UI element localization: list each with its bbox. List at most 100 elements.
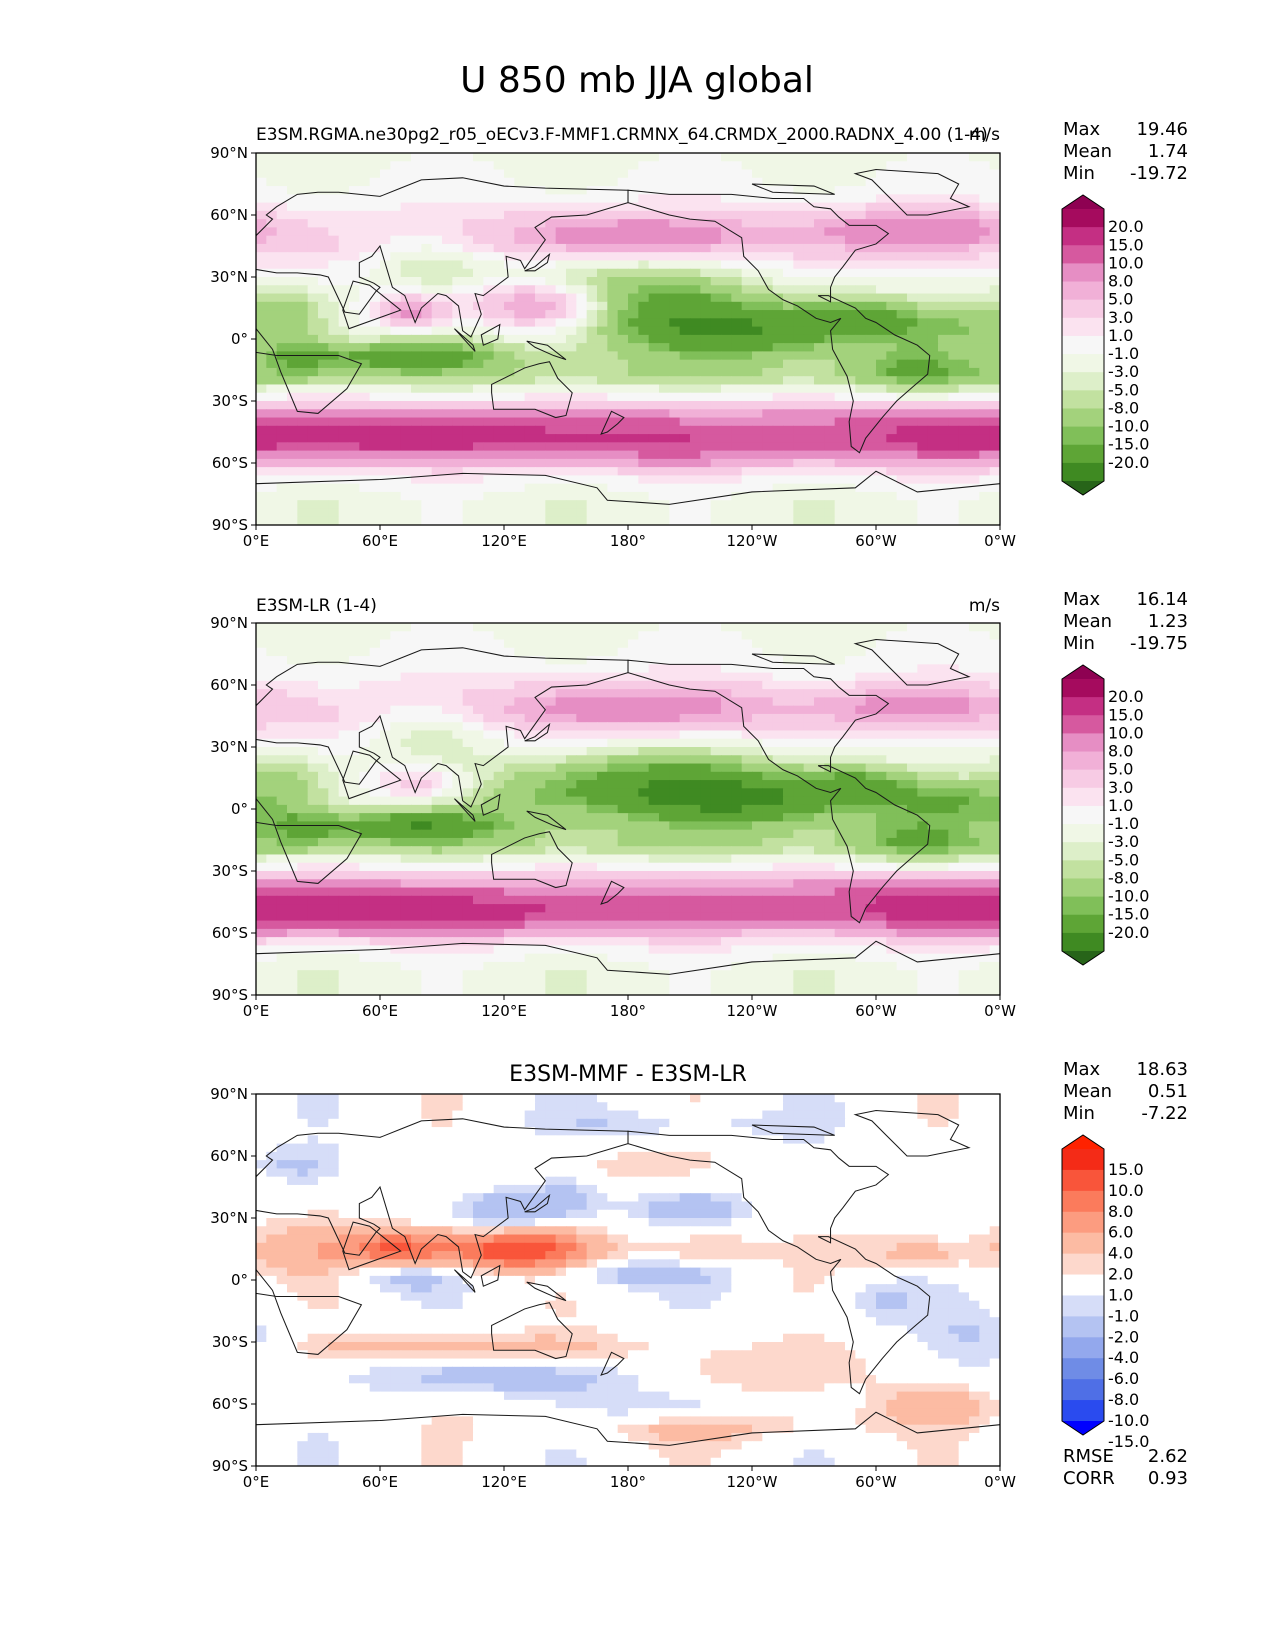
heatmap-cell bbox=[307, 780, 319, 789]
heatmap-cell bbox=[700, 161, 712, 171]
heatmap-cell bbox=[876, 268, 887, 278]
heatmap-cell bbox=[287, 689, 298, 698]
heatmap-cell bbox=[597, 672, 608, 682]
heatmap-cell bbox=[886, 326, 898, 336]
heatmap-cell bbox=[576, 755, 588, 765]
heatmap-cell bbox=[679, 351, 691, 361]
heatmap-cell bbox=[473, 202, 484, 212]
heatmap-cell bbox=[349, 672, 360, 682]
heatmap-cell bbox=[411, 401, 422, 410]
heatmap-cell bbox=[535, 293, 546, 303]
heatmap-cell bbox=[710, 227, 722, 237]
heatmap-cell bbox=[421, 161, 433, 171]
heatmap-cell bbox=[783, 268, 794, 278]
heatmap-cell bbox=[297, 417, 309, 427]
heatmap-cell bbox=[617, 738, 629, 748]
heatmap-cell bbox=[710, 425, 722, 435]
heatmap-cell bbox=[876, 367, 887, 377]
heatmap-cell bbox=[338, 252, 350, 262]
heatmap-cell bbox=[690, 425, 701, 435]
heatmap-cell bbox=[421, 763, 433, 773]
heatmap-cell bbox=[886, 301, 898, 311]
heatmap-cell bbox=[752, 631, 763, 641]
heatmap-cell bbox=[607, 755, 619, 765]
heatmap-cell bbox=[938, 697, 949, 707]
heatmap-cell bbox=[969, 210, 980, 220]
heatmap-cell bbox=[287, 243, 298, 253]
heatmap-cell bbox=[907, 285, 918, 295]
heatmap-cell bbox=[483, 417, 495, 427]
heatmap-cell bbox=[690, 483, 701, 493]
heatmap-cell bbox=[669, 516, 681, 525]
heatmap-cell bbox=[783, 639, 794, 649]
heatmap-cell bbox=[442, 458, 453, 468]
heatmap-cell bbox=[349, 697, 360, 707]
heatmap-cell bbox=[607, 434, 619, 443]
heatmap-cell bbox=[865, 475, 877, 485]
heatmap-cell bbox=[483, 376, 495, 386]
heatmap-cell bbox=[752, 392, 763, 402]
heatmap-cell bbox=[555, 169, 567, 179]
heatmap-cell bbox=[907, 177, 918, 187]
heatmap-cell bbox=[266, 169, 278, 179]
heatmap-cell bbox=[803, 243, 815, 253]
heatmap-cell bbox=[638, 177, 650, 187]
heatmap-cell bbox=[731, 713, 743, 723]
heatmap-cell bbox=[524, 639, 536, 649]
heatmap-cell bbox=[896, 755, 908, 765]
heatmap-cell bbox=[886, 318, 898, 328]
heatmap-cell bbox=[524, 260, 536, 270]
heatmap-cell bbox=[721, 697, 732, 707]
heatmap-cell bbox=[566, 647, 577, 657]
heatmap-cell bbox=[318, 656, 329, 665]
heatmap-cell bbox=[266, 442, 278, 452]
heatmap-cell bbox=[524, 796, 536, 806]
heatmap-cell bbox=[896, 771, 908, 781]
heatmap-cell bbox=[390, 705, 402, 715]
heatmap-cell bbox=[772, 235, 784, 245]
heatmap-cell bbox=[700, 450, 712, 460]
heatmap-cell bbox=[721, 326, 732, 336]
heatmap-cell bbox=[659, 235, 670, 245]
heatmap-cell bbox=[731, 747, 743, 756]
heatmap-cell bbox=[421, 326, 433, 336]
heatmap-cell bbox=[958, 219, 970, 228]
heatmap-cell bbox=[452, 169, 464, 179]
heatmap-cell bbox=[721, 467, 732, 476]
heatmap-cell bbox=[514, 359, 526, 369]
heatmap-cell bbox=[938, 243, 949, 253]
heatmap-cell bbox=[566, 409, 577, 419]
heatmap-cell bbox=[535, 252, 546, 262]
heatmap-cell bbox=[638, 401, 650, 410]
heatmap-cell bbox=[855, 367, 867, 377]
heatmap-cell bbox=[421, 730, 433, 740]
heatmap-cell bbox=[855, 268, 867, 278]
heatmap-cell bbox=[772, 161, 784, 171]
heatmap-cell bbox=[669, 664, 681, 674]
heatmap-cell bbox=[555, 194, 567, 204]
heatmap-cell bbox=[752, 458, 763, 468]
heatmap-cell bbox=[886, 409, 898, 419]
heatmap-cell bbox=[648, 713, 660, 723]
heatmap-cell bbox=[845, 293, 856, 303]
heatmap-cell bbox=[741, 310, 753, 319]
heatmap-cell bbox=[865, 450, 877, 460]
heatmap-cell bbox=[287, 796, 298, 806]
heatmap-cell bbox=[400, 425, 412, 435]
heatmap-cell bbox=[917, 334, 929, 344]
heatmap-cell bbox=[948, 293, 960, 303]
heatmap-cell bbox=[400, 467, 412, 476]
heatmap-cell bbox=[917, 409, 929, 419]
heatmap-cell bbox=[700, 656, 712, 665]
heatmap-cell bbox=[617, 293, 629, 303]
heatmap-cell bbox=[400, 235, 412, 245]
heatmap-cell bbox=[617, 788, 629, 798]
heatmap-cell bbox=[338, 401, 350, 410]
heatmap-cell bbox=[504, 310, 515, 319]
heatmap-cell bbox=[421, 285, 433, 295]
heatmap-cell bbox=[287, 804, 298, 814]
heatmap-cell bbox=[907, 780, 918, 789]
heatmap-cell bbox=[617, 367, 629, 377]
heatmap-cell bbox=[390, 458, 402, 468]
heatmap-cell bbox=[566, 417, 577, 427]
